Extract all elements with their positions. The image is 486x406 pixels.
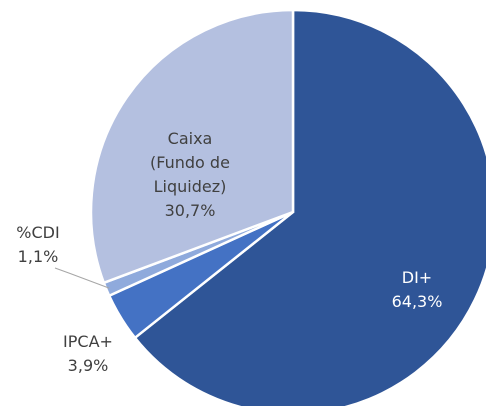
category-label: IPCA+ [63, 332, 113, 351]
slice-label: %CDI 1,1% [0, 221, 78, 269]
category-label: Caixa (Fundo de Liquidez) [150, 129, 230, 196]
value-label: 30,7% [164, 201, 216, 220]
leader-line [54, 267, 110, 289]
slice-label: Caixa (Fundo de Liquidez) 30,7% [143, 127, 238, 223]
pie-slice [133, 8, 486, 406]
value-label: 1,1% [17, 247, 59, 266]
category-label: %CDI [16, 223, 60, 242]
slice-label: IPCA+ 3,9% [48, 330, 128, 378]
value-label: 3,9% [67, 356, 109, 375]
slice-label: DI+ 64,3% [377, 266, 457, 314]
category-label: DI+ [401, 268, 433, 287]
value-label: 64,3% [391, 292, 443, 311]
pie-slice [89, 8, 295, 285]
